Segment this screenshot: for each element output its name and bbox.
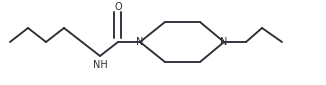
Text: O: O	[114, 2, 122, 12]
Text: NH: NH	[93, 60, 107, 70]
Text: N: N	[136, 37, 144, 47]
Text: N: N	[220, 37, 228, 47]
